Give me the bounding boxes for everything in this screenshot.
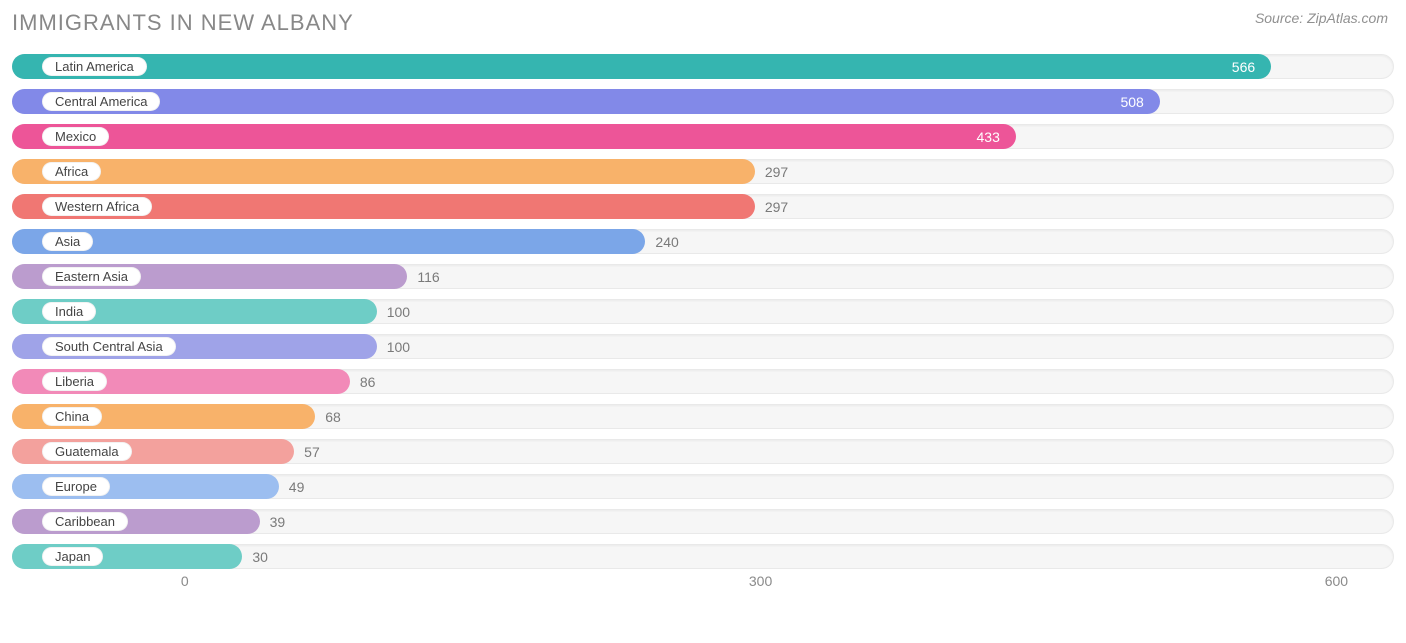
bar-row: China 68 — [12, 404, 1394, 429]
bar-row: Africa 297 — [12, 159, 1394, 184]
bar-label-pill: Africa — [42, 162, 101, 181]
bar-label-pill: South Central Asia — [42, 337, 176, 356]
chart-title: IMMIGRANTS IN NEW ALBANY — [12, 10, 354, 36]
bar-label-pill: India — [42, 302, 96, 321]
x-tick: 0 — [181, 573, 189, 589]
chart-plot: Latin America 566 Central America 508 Mexico… — [12, 54, 1394, 603]
bar-fill — [12, 124, 1016, 149]
bar-row: Liberia 86 — [12, 369, 1394, 394]
bar-value: 566 — [1232, 54, 1271, 79]
bar-row: Europe 49 — [12, 474, 1394, 499]
bar-value: 68 — [315, 404, 341, 429]
bar-label-pill: Asia — [42, 232, 93, 251]
bar-row: Latin America 566 — [12, 54, 1394, 79]
bar-label-pill: Central America — [42, 92, 160, 111]
bar-row: Western Africa 297 — [12, 194, 1394, 219]
bar-fill — [12, 89, 1160, 114]
x-axis: 0 300 600 — [12, 573, 1394, 603]
bar-row: South Central Asia 100 — [12, 334, 1394, 359]
chart-source: Source: ZipAtlas.com — [1255, 10, 1394, 26]
bar-label-pill: Latin America — [42, 57, 147, 76]
bar-row: Asia 240 — [12, 229, 1394, 254]
bar-value: 297 — [755, 194, 788, 219]
chart-bars: Latin America 566 Central America 508 Mexico… — [12, 54, 1394, 569]
bar-row: India 100 — [12, 299, 1394, 324]
bar-label-pill: China — [42, 407, 102, 426]
bar-value: 116 — [407, 264, 439, 289]
bar-value: 49 — [279, 474, 305, 499]
bar-value: 57 — [294, 439, 320, 464]
bar-label-pill: Europe — [42, 477, 110, 496]
bar-row: Guatemala 57 — [12, 439, 1394, 464]
bar-fill — [12, 54, 1271, 79]
bar-value: 39 — [260, 509, 286, 534]
bar-fill — [12, 229, 645, 254]
bar-value: 297 — [755, 159, 788, 184]
bar-row: Central America 508 — [12, 89, 1394, 114]
bar-label-pill: Mexico — [42, 127, 109, 146]
bar-label-pill: Western Africa — [42, 197, 152, 216]
bar-row: Mexico 433 — [12, 124, 1394, 149]
bar-label-pill: Caribbean — [42, 512, 128, 531]
bar-row: Eastern Asia 116 — [12, 264, 1394, 289]
chart-container: IMMIGRANTS IN NEW ALBANY Source: ZipAtla… — [0, 0, 1406, 603]
bar-row: Japan 30 — [12, 544, 1394, 569]
bar-label-pill: Japan — [42, 547, 103, 566]
bar-label-pill: Liberia — [42, 372, 107, 391]
bar-value: 508 — [1120, 89, 1159, 114]
bar-value: 86 — [350, 369, 376, 394]
bar-label-pill: Eastern Asia — [42, 267, 141, 286]
x-tick: 300 — [749, 573, 772, 589]
bar-label-pill: Guatemala — [42, 442, 132, 461]
bar-fill — [12, 159, 755, 184]
bar-row: Caribbean 39 — [12, 509, 1394, 534]
chart-header: IMMIGRANTS IN NEW ALBANY Source: ZipAtla… — [12, 10, 1394, 36]
bar-value: 30 — [242, 544, 268, 569]
x-tick: 600 — [1325, 573, 1348, 589]
bar-value: 100 — [377, 334, 410, 359]
bar-value: 100 — [377, 299, 410, 324]
bar-value: 433 — [977, 124, 1016, 149]
bar-value: 240 — [645, 229, 678, 254]
